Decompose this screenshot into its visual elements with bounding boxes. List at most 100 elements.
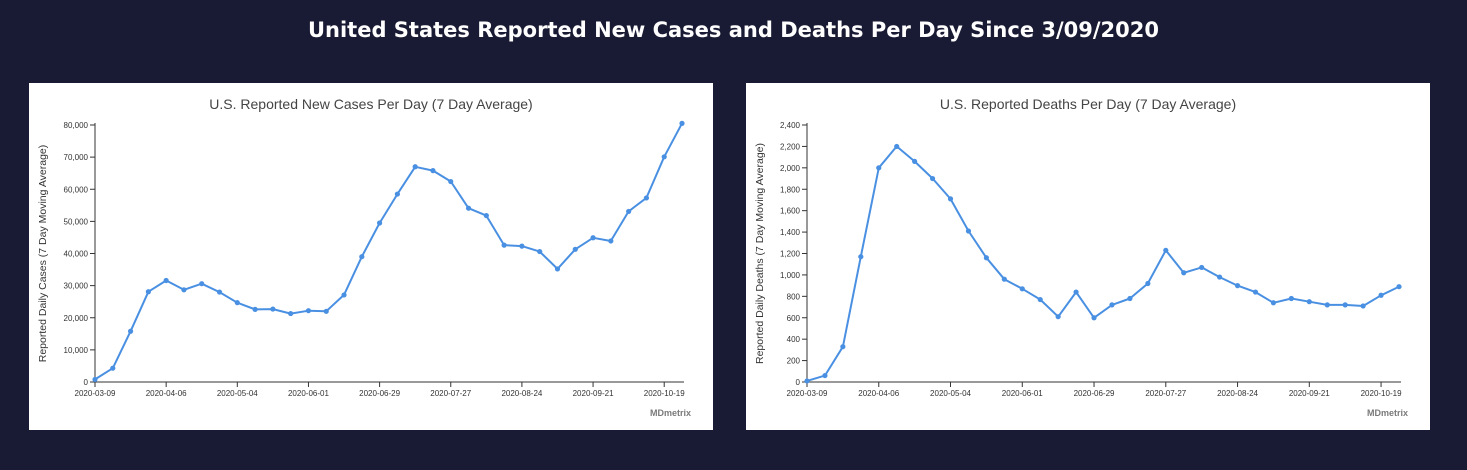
y-tick-label: 30,000 bbox=[64, 282, 89, 291]
y-tick-label: 2,200 bbox=[780, 142, 801, 151]
data-point bbox=[430, 168, 436, 174]
data-point bbox=[163, 277, 169, 284]
data-point bbox=[1073, 289, 1079, 295]
data-point bbox=[1127, 295, 1133, 302]
deaths-chart: U.S. Reported Deaths Per Day (7 Day Aver… bbox=[754, 96, 1408, 418]
data-point bbox=[929, 175, 936, 182]
y-axis-label: Reported Daily Cases (7 Day Moving Avera… bbox=[37, 145, 49, 363]
data-point bbox=[858, 254, 864, 260]
data-point bbox=[1252, 289, 1259, 295]
y-axis-label: Reported Daily Deaths (7 Day Moving Aver… bbox=[754, 143, 766, 364]
data-point bbox=[1270, 300, 1277, 306]
data-point bbox=[983, 255, 989, 261]
cases-chart-panel: U.S. Reported New Cases Per Day (7 Day A… bbox=[29, 83, 713, 430]
y-tick-label: 1,000 bbox=[780, 271, 801, 280]
y-tick-label: 1,600 bbox=[780, 207, 801, 216]
data-point bbox=[1360, 303, 1366, 309]
y-tick-label: 600 bbox=[787, 314, 801, 323]
data-point bbox=[1288, 295, 1294, 302]
data-point bbox=[1037, 296, 1043, 303]
data-point bbox=[554, 266, 561, 272]
brand-logo: MDmetrix bbox=[1367, 408, 1408, 418]
data-point bbox=[1306, 299, 1312, 305]
data-point bbox=[412, 164, 418, 170]
data-point bbox=[1091, 315, 1097, 321]
data-point bbox=[501, 242, 507, 248]
data-point bbox=[1181, 270, 1187, 276]
data-point bbox=[643, 195, 650, 201]
data-point bbox=[92, 376, 98, 383]
data-point bbox=[965, 228, 972, 234]
chart-title: U.S. Reported Deaths Per Day (7 Day Aver… bbox=[940, 96, 1236, 112]
data-point bbox=[145, 289, 151, 295]
chart-title: U.S. Reported New Cases Per Day (7 Day A… bbox=[209, 96, 532, 112]
data-point bbox=[661, 154, 667, 160]
data-point bbox=[1145, 280, 1151, 287]
x-tick-label: 2020-07-27 bbox=[1145, 389, 1186, 398]
y-tick-label: 0 bbox=[796, 378, 801, 387]
y-tick-label: 200 bbox=[787, 357, 801, 366]
deaths-chart-panel: U.S. Reported Deaths Per Day (7 Day Aver… bbox=[746, 83, 1430, 430]
data-point bbox=[465, 205, 472, 211]
x-tick-label: 2020-09-21 bbox=[1289, 389, 1330, 398]
x-tick-label: 2020-08-24 bbox=[1217, 389, 1258, 398]
y-tick-label: 1,800 bbox=[780, 185, 801, 194]
x-tick-label: 2020-04-06 bbox=[146, 389, 187, 398]
data-point bbox=[894, 143, 900, 150]
data-point bbox=[483, 212, 489, 219]
y-tick-label: 50,000 bbox=[64, 217, 89, 226]
y-tick-label: 40,000 bbox=[64, 250, 89, 259]
cases-chart: U.S. Reported New Cases Per Day (7 Day A… bbox=[37, 96, 691, 418]
y-tick-label: 70,000 bbox=[64, 153, 89, 162]
y-tick-label: 10,000 bbox=[64, 346, 89, 355]
x-tick-label: 2020-10-19 bbox=[644, 389, 685, 398]
data-point bbox=[270, 306, 276, 312]
data-point bbox=[679, 120, 685, 126]
data-point bbox=[590, 235, 596, 241]
data-point bbox=[1019, 286, 1025, 292]
page-title: United States Reported New Cases and Dea… bbox=[307, 18, 1160, 42]
data-point bbox=[359, 254, 365, 260]
data-point bbox=[1378, 292, 1384, 298]
x-tick-label: 2020-10-19 bbox=[1361, 389, 1402, 398]
data-point bbox=[110, 365, 116, 371]
data-point bbox=[288, 310, 294, 317]
data-point bbox=[1163, 247, 1169, 253]
x-tick-label: 2020-06-29 bbox=[1074, 389, 1115, 398]
brand-logo: MDmetrix bbox=[650, 408, 691, 418]
data-point bbox=[341, 292, 347, 298]
data-point bbox=[216, 289, 223, 295]
data-point bbox=[1324, 302, 1330, 308]
x-tick-label: 2020-06-29 bbox=[359, 389, 400, 398]
data-point bbox=[127, 328, 134, 334]
data-point bbox=[822, 372, 828, 379]
data-point bbox=[1396, 284, 1402, 290]
x-tick-label: 2020-03-09 bbox=[75, 389, 116, 398]
x-tick-label: 2020-06-01 bbox=[1002, 389, 1043, 398]
y-tick-label: 400 bbox=[787, 335, 801, 344]
data-point bbox=[234, 300, 240, 306]
data-point bbox=[1342, 302, 1348, 308]
x-tick-label: 2020-06-01 bbox=[288, 389, 329, 398]
data-point bbox=[448, 178, 454, 185]
x-tick-label: 2020-07-27 bbox=[430, 389, 471, 398]
data-point bbox=[608, 238, 614, 244]
x-tick-label: 2020-05-04 bbox=[217, 389, 258, 398]
data-point bbox=[394, 191, 400, 197]
x-tick-label: 2020-05-04 bbox=[930, 389, 971, 398]
data-point bbox=[947, 196, 954, 202]
y-tick-label: 1,200 bbox=[780, 250, 801, 259]
data-point bbox=[840, 344, 846, 350]
data-point bbox=[1234, 283, 1241, 289]
data-point bbox=[1055, 314, 1061, 320]
data-point bbox=[537, 248, 543, 255]
y-tick-label: 1,400 bbox=[780, 228, 801, 237]
data-point bbox=[519, 243, 525, 249]
data-point bbox=[804, 378, 810, 384]
data-point bbox=[181, 287, 187, 293]
data-point bbox=[377, 220, 383, 226]
y-tick-label: 20,000 bbox=[64, 314, 89, 323]
y-tick-label: 2,000 bbox=[780, 164, 801, 173]
y-tick-label: 800 bbox=[787, 292, 801, 301]
data-point bbox=[199, 281, 205, 287]
